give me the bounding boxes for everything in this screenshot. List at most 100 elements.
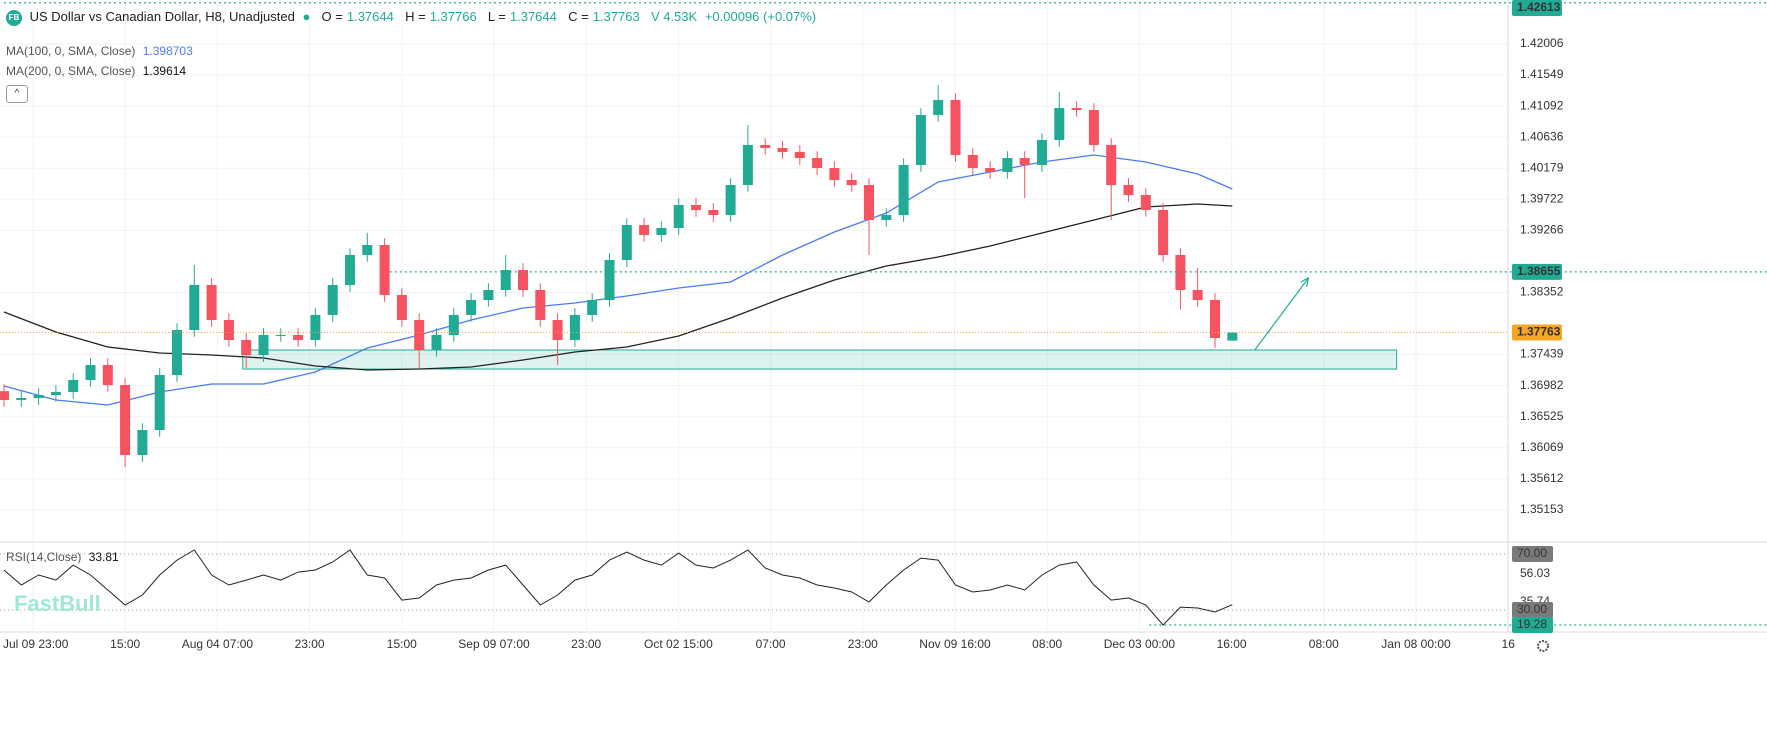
- candle-body: [656, 228, 667, 236]
- candle-body: [275, 334, 286, 336]
- y-tick-label: 1.36069: [1520, 440, 1564, 454]
- rsi-tick-label: 56.03: [1520, 566, 1550, 580]
- candle-body: [1002, 158, 1013, 172]
- candle-body: [950, 100, 961, 155]
- candle-body: [535, 290, 546, 321]
- candle-body: [68, 379, 79, 393]
- ma-value: 1.398703: [142, 44, 193, 58]
- rsi-min-label: 19.28: [1517, 617, 1547, 631]
- x-tick-label: Jul 09 23:00: [3, 637, 69, 651]
- settings-icon[interactable]: [1537, 640, 1549, 652]
- candle-body: [362, 245, 373, 255]
- current-price-label: 1.37763: [1517, 325, 1561, 339]
- candle-body: [898, 164, 909, 216]
- candle-body: [293, 334, 304, 340]
- candle-body: [1054, 107, 1065, 141]
- candle-body: [85, 365, 96, 380]
- x-tick-label: Jan 08 00:00: [1381, 637, 1451, 651]
- price-line-label: 1.38655: [1517, 264, 1561, 278]
- candle-body: [33, 395, 44, 398]
- candle-body: [725, 185, 736, 216]
- x-tick-label: 15:00: [387, 637, 417, 651]
- candle-body: [396, 294, 407, 321]
- candle-body: [587, 300, 598, 315]
- candle-body: [777, 147, 788, 152]
- y-tick-label: 1.36525: [1520, 409, 1564, 423]
- candle-body: [172, 329, 182, 376]
- y-tick-label: 1.35612: [1520, 471, 1564, 485]
- x-tick-label: 07:00: [756, 637, 786, 651]
- candle-body: [691, 205, 701, 210]
- x-tick-label: Oct 02 15:00: [644, 637, 713, 651]
- candle-body: [345, 254, 355, 285]
- volume: V 4.53K: [650, 9, 698, 24]
- ma-legend: MA(100, 0, SMA, Close) 1.398703: [6, 44, 197, 58]
- candle-body: [448, 314, 459, 335]
- y-tick-label: 1.42006: [1520, 36, 1564, 50]
- candle-body: [933, 100, 944, 115]
- candle-body: [431, 334, 442, 350]
- x-tick-label: Dec 03 00:00: [1104, 637, 1176, 651]
- ohlc-label: H =: [405, 9, 426, 24]
- ma-value: 1.39614: [142, 64, 187, 78]
- candle-body: [639, 225, 650, 236]
- y-tick-label: 1.40179: [1520, 160, 1564, 174]
- candle-body: [708, 209, 719, 216]
- x-tick-label: 23:00: [295, 637, 325, 651]
- status-dot: ●: [302, 9, 311, 24]
- y-tick-label: 1.37439: [1520, 347, 1564, 361]
- candle-body: [1019, 158, 1030, 165]
- candle-body: [604, 260, 615, 301]
- candle-body: [120, 385, 131, 455]
- candle-body: [50, 392, 61, 396]
- candle-body: [414, 320, 425, 350]
- x-tick-label: 15:00: [110, 637, 140, 651]
- arrow-head: [1300, 276, 1310, 287]
- x-tick-label: 08:00: [1032, 637, 1062, 651]
- candle-body: [1123, 185, 1134, 196]
- y-tick-label: 1.39266: [1520, 222, 1564, 236]
- collapse-button[interactable]: ^: [6, 85, 28, 103]
- candle-body: [742, 144, 753, 186]
- price-line-badge: [1512, 263, 1562, 280]
- candle-body: [569, 314, 580, 340]
- ma-name: MA(100, 0, SMA, Close): [6, 44, 136, 58]
- arrow: [1254, 277, 1309, 351]
- rsi-level-label: 70.00: [1517, 546, 1547, 560]
- ohlc-value: 1.37766: [429, 9, 477, 24]
- y-tick-label: 1.38352: [1520, 285, 1564, 299]
- candle-body: [466, 300, 477, 315]
- candle-body: [16, 397, 27, 400]
- candle-body: [1037, 140, 1047, 165]
- candle-body: [915, 114, 926, 165]
- candle-body: [310, 314, 321, 340]
- candle-body: [1227, 332, 1238, 341]
- candle-body: [0, 391, 9, 400]
- symbol-title: US Dollar vs Canadian Dollar, H8, Unadju…: [29, 9, 295, 24]
- candle-body: [1175, 254, 1186, 291]
- candle-body: [1158, 209, 1169, 255]
- rsi-name: RSI(14,Close): [6, 550, 82, 564]
- ohlc-value: 1.37644: [346, 9, 394, 24]
- candle-body: [206, 284, 217, 321]
- rsi-line: [3, 549, 1233, 626]
- candle-body: [189, 284, 200, 330]
- candle-body: [1071, 107, 1082, 111]
- rsi-level-label: 30.00: [1517, 602, 1547, 616]
- candle-body: [864, 185, 874, 220]
- candle-body: [102, 365, 113, 386]
- price-line-label: 1.42613: [1517, 0, 1561, 14]
- candle-body: [483, 290, 494, 301]
- x-tick-label: 23:00: [571, 637, 601, 651]
- y-tick-label: 1.35153: [1520, 502, 1564, 516]
- candle-body: [327, 284, 338, 315]
- candle-body: [794, 151, 805, 159]
- candle-body: [1088, 110, 1099, 145]
- candle-body: [1210, 300, 1220, 339]
- candle-body: [241, 339, 252, 356]
- candle-body: [154, 375, 165, 431]
- y-tick-label: 1.39722: [1520, 191, 1564, 205]
- ohlc-value: 1.37644: [509, 9, 557, 24]
